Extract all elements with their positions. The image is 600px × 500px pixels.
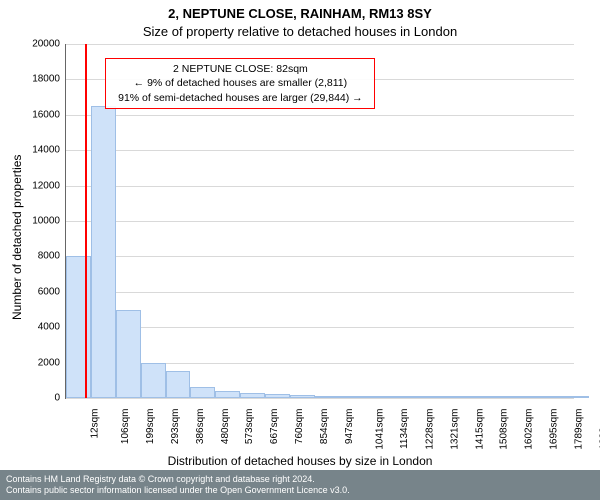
x-tick-label: 667sqm bbox=[269, 409, 280, 445]
x-tick-label: 480sqm bbox=[220, 409, 231, 445]
y-tick-label: 6000 bbox=[0, 286, 60, 297]
x-tick-label: 386sqm bbox=[195, 409, 206, 445]
histogram-bar bbox=[66, 256, 91, 398]
gridline bbox=[66, 292, 574, 293]
chart-title-address: 2, NEPTUNE CLOSE, RAINHAM, RM13 8SY bbox=[0, 6, 600, 21]
histogram-bar bbox=[265, 394, 290, 398]
info-line-2: ← 9% of detached houses are smaller (2,8… bbox=[112, 76, 368, 90]
gridline bbox=[66, 221, 574, 222]
gridline bbox=[66, 186, 574, 187]
chart-container: 2, NEPTUNE CLOSE, RAINHAM, RM13 8SY Size… bbox=[0, 0, 600, 500]
gridline bbox=[66, 44, 574, 45]
gridline bbox=[66, 150, 574, 151]
x-axis-label: Distribution of detached houses by size … bbox=[0, 454, 600, 468]
histogram-bar bbox=[365, 396, 390, 398]
y-tick-label: 12000 bbox=[0, 180, 60, 191]
gridline bbox=[66, 327, 574, 328]
x-tick-label: 12sqm bbox=[90, 409, 101, 439]
footer-line-1: Contains HM Land Registry data © Crown c… bbox=[6, 474, 594, 485]
histogram-bar bbox=[290, 395, 315, 398]
y-tick-label: 16000 bbox=[0, 109, 60, 120]
x-tick-label: 1415sqm bbox=[474, 409, 485, 450]
chart-title-subtitle: Size of property relative to detached ho… bbox=[0, 24, 600, 39]
y-tick-label: 10000 bbox=[0, 216, 60, 227]
y-tick-label: 20000 bbox=[0, 39, 60, 50]
x-tick-label: 1789sqm bbox=[574, 409, 585, 450]
x-tick-label: 199sqm bbox=[145, 409, 156, 445]
histogram-bar bbox=[240, 393, 265, 398]
y-tick-label: 14000 bbox=[0, 145, 60, 156]
histogram-bar bbox=[514, 396, 539, 398]
x-tick-label: 947sqm bbox=[344, 409, 355, 445]
marker-vertical-line bbox=[85, 44, 87, 398]
gridline bbox=[66, 398, 574, 399]
x-tick-label: 1602sqm bbox=[524, 409, 535, 450]
histogram-bar bbox=[166, 371, 191, 398]
x-tick-label: 1228sqm bbox=[424, 409, 435, 450]
plot-area: 2 NEPTUNE CLOSE: 82sqm ← 9% of detached … bbox=[65, 44, 574, 399]
x-tick-label: 1695sqm bbox=[549, 409, 560, 450]
histogram-bar bbox=[564, 396, 589, 398]
histogram-bar bbox=[190, 387, 215, 398]
histogram-bar bbox=[141, 363, 166, 398]
histogram-bar bbox=[340, 396, 365, 398]
footer-attribution: Contains HM Land Registry data © Crown c… bbox=[0, 470, 600, 500]
histogram-bar bbox=[91, 106, 116, 398]
x-tick-label: 573sqm bbox=[244, 409, 255, 445]
gridline bbox=[66, 115, 574, 116]
histogram-bar bbox=[116, 310, 141, 399]
x-tick-label: 854sqm bbox=[319, 409, 330, 445]
histogram-bar bbox=[489, 396, 514, 398]
x-tick-label: 1508sqm bbox=[499, 409, 510, 450]
histogram-bar bbox=[539, 396, 564, 398]
y-tick-label: 2000 bbox=[0, 357, 60, 368]
histogram-bar bbox=[464, 396, 489, 398]
x-tick-label: 1134sqm bbox=[399, 409, 410, 449]
histogram-bar bbox=[315, 396, 340, 398]
x-tick-label: 106sqm bbox=[120, 409, 131, 445]
x-tick-label: 293sqm bbox=[170, 409, 181, 445]
y-tick-label: 0 bbox=[0, 393, 60, 404]
y-tick-label: 18000 bbox=[0, 74, 60, 85]
y-tick-label: 4000 bbox=[0, 322, 60, 333]
x-tick-label: 760sqm bbox=[294, 409, 305, 445]
histogram-bar bbox=[390, 396, 415, 398]
info-line-3: 91% of semi-detached houses are larger (… bbox=[112, 91, 368, 105]
gridline bbox=[66, 256, 574, 257]
histogram-bar bbox=[415, 396, 440, 398]
y-tick-label: 8000 bbox=[0, 251, 60, 262]
info-line-1: 2 NEPTUNE CLOSE: 82sqm bbox=[112, 62, 368, 76]
x-tick-label: 1321sqm bbox=[449, 409, 460, 450]
property-info-box: 2 NEPTUNE CLOSE: 82sqm ← 9% of detached … bbox=[105, 58, 375, 109]
footer-line-2: Contains public sector information licen… bbox=[6, 485, 594, 496]
x-tick-label: 1041sqm bbox=[375, 409, 386, 450]
histogram-bar bbox=[439, 396, 464, 398]
histogram-bar bbox=[215, 391, 240, 398]
